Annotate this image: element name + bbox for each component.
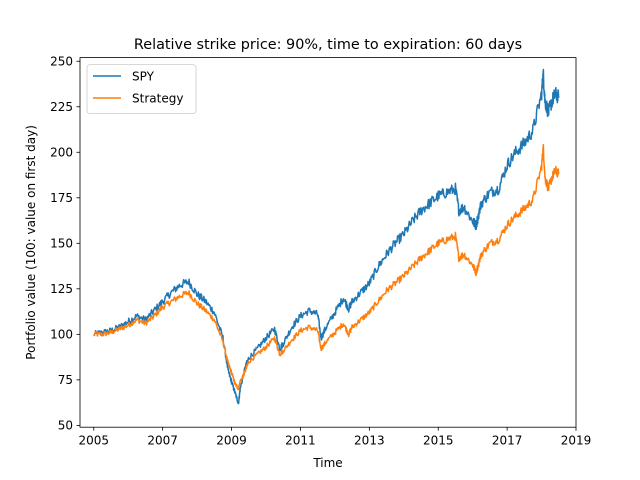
- x-tick-label: 2011: [285, 434, 316, 448]
- x-tick-label: 2007: [147, 434, 178, 448]
- y-tick-label: 150: [50, 237, 73, 251]
- y-tick-label: 250: [50, 55, 73, 69]
- y-axis-label: Portfolio value (100: value on first day…: [24, 125, 38, 360]
- plot-area-frame: [79, 57, 577, 428]
- series-line-strategy: [93, 143, 560, 391]
- y-tick-label: 100: [50, 328, 73, 342]
- series-line-spy: [93, 68, 560, 405]
- plot-lines: [93, 68, 560, 405]
- x-tick-label: 2009: [216, 434, 247, 448]
- x-tick-label: 2019: [561, 434, 592, 448]
- x-axis-label: Time: [312, 456, 342, 470]
- x-tick-label: 2005: [79, 434, 110, 448]
- legend-label-strategy: Strategy: [132, 91, 183, 105]
- x-tick-label: 2015: [423, 434, 454, 448]
- x-tick-label: 2013: [354, 434, 385, 448]
- y-axis-ticks: 50 75 100 125 150 175 200 225 250: [50, 55, 80, 433]
- legend-box: [86, 64, 197, 114]
- y-tick-label: 175: [50, 191, 73, 205]
- legend: SPY Strategy: [86, 64, 197, 114]
- chart-title: Relative strike price: 90%, time to expi…: [134, 37, 522, 53]
- y-tick-label: 225: [50, 100, 73, 114]
- y-tick-label: 75: [58, 373, 73, 387]
- legend-label-spy: SPY: [132, 69, 155, 83]
- y-tick-label: 50: [58, 419, 73, 433]
- x-tick-label: 2017: [492, 434, 523, 448]
- y-tick-label: 200: [50, 146, 73, 160]
- x-axis-ticks: 2005 2007 2009 2011 2013 2015 2017 2019: [79, 427, 592, 448]
- y-tick-label: 125: [50, 282, 73, 296]
